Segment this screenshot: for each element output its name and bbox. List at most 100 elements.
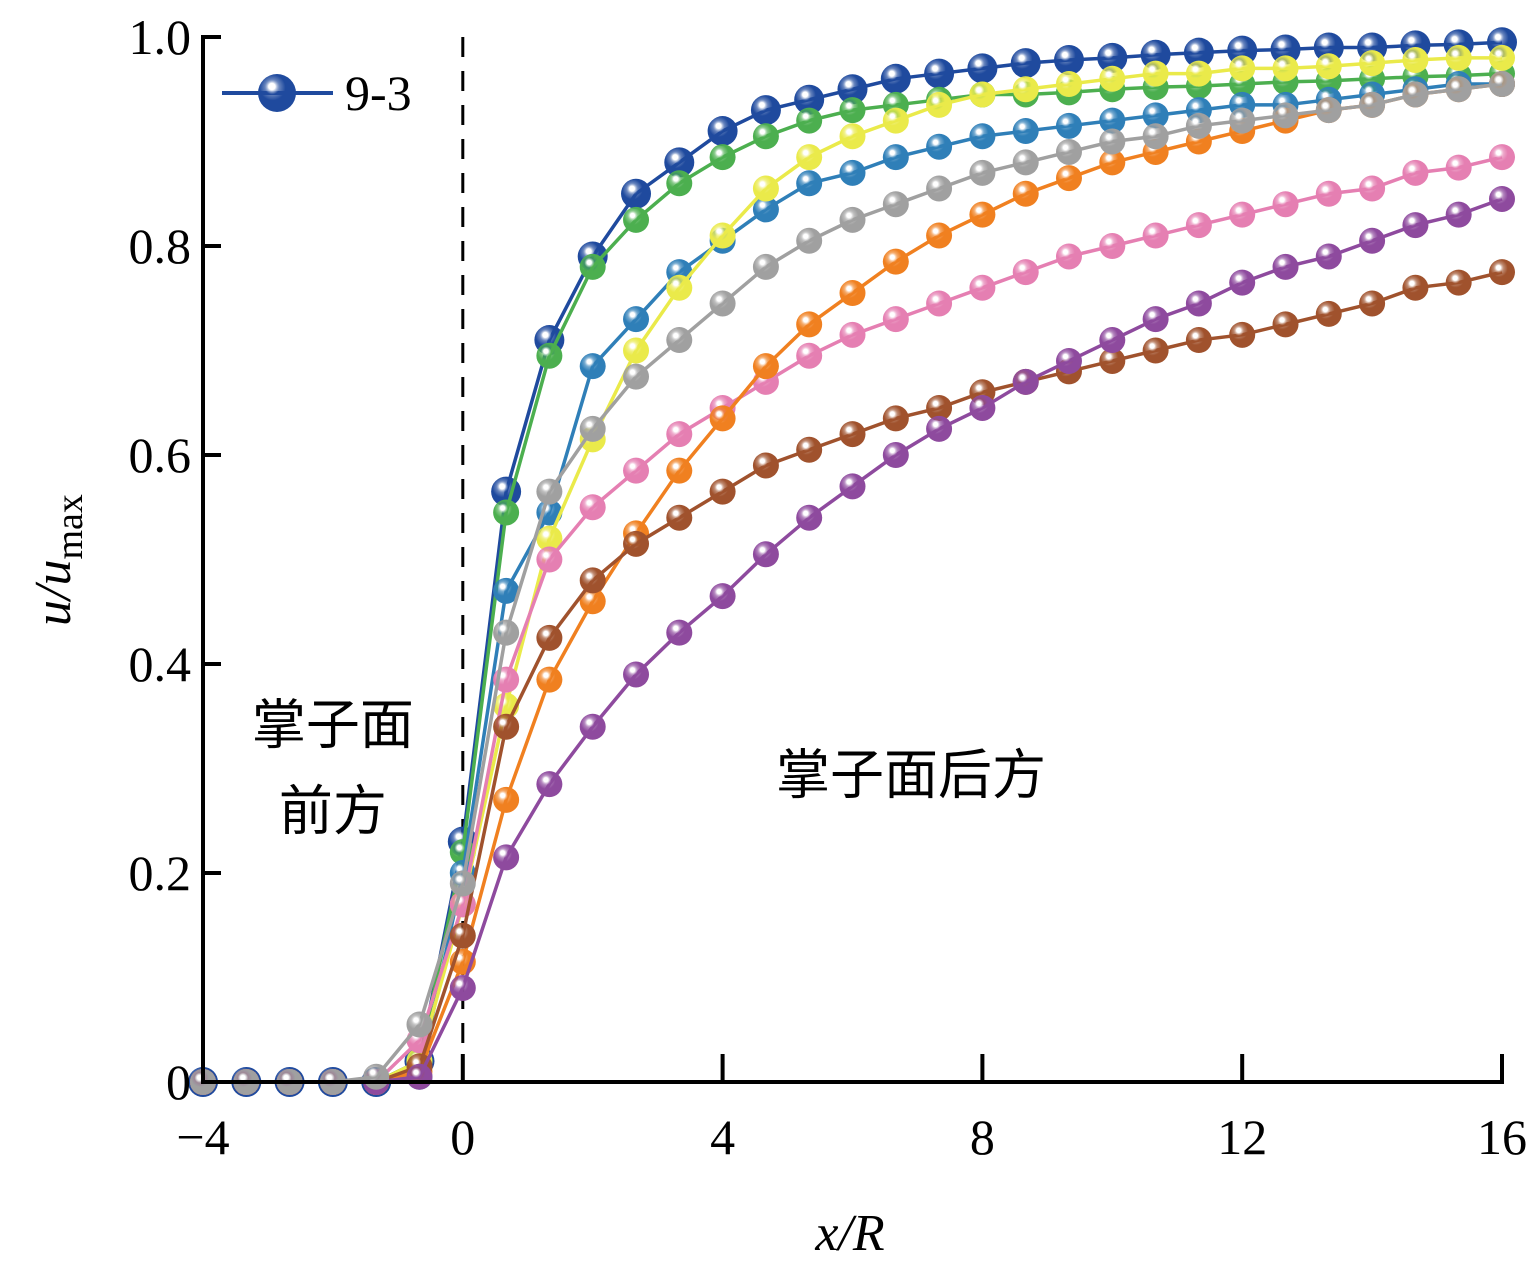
data-point [1315,300,1342,327]
data-point [880,63,911,94]
data-point [1272,311,1299,338]
data-point [1185,290,1212,317]
data-point [536,546,563,573]
data-point [882,144,909,171]
data-point [1053,44,1084,75]
x-tick-label: 12 [1217,1109,1267,1165]
data-point [1099,149,1126,176]
data-point [752,452,779,479]
data-point [666,327,693,354]
data-point [1402,46,1429,73]
data-point [1055,243,1082,270]
data-point [750,95,781,126]
data-point [1140,39,1171,70]
data-point [363,1063,390,1090]
axes [201,35,1504,1084]
legend-marker [258,74,296,112]
series-line [203,82,1502,1084]
data-point [839,280,866,307]
data-point [449,870,476,897]
data-point [536,342,563,369]
data-point [623,363,650,390]
series-line [203,82,1503,1084]
data-point [839,473,866,500]
data-point [926,222,953,249]
series-6 [190,259,1515,1095]
data-point [1142,337,1169,364]
data-point [1142,222,1169,249]
data-point [796,436,823,463]
data-point [752,541,779,568]
data-point [752,196,779,223]
annotation-0: 掌子面前方 [252,694,414,843]
data-point [926,91,953,118]
data-point [709,290,736,317]
data-point [1315,53,1342,80]
y-tick-label: 0.8 [129,218,192,274]
data-point [796,170,823,197]
data-point [536,499,563,526]
data-point [1270,34,1301,65]
data-point [1142,306,1169,333]
data-point [709,405,736,432]
series-line [203,82,1503,1084]
legend-label: 9-3 [345,65,412,121]
data-point [969,274,996,301]
y-tick-label: 0 [166,1054,191,1110]
data-point [1402,274,1429,301]
data-point [709,144,736,171]
data-point [1359,91,1386,118]
x-tick-label: 4 [710,1109,735,1165]
x-tick-label: 16 [1477,1109,1527,1165]
data-point [969,394,996,421]
data-point [796,144,823,171]
data-point [1142,123,1169,150]
data-point [1055,165,1082,192]
data-point [796,311,823,338]
data-point [752,253,779,280]
data-point [1185,112,1212,139]
data-point [536,666,563,693]
data-point [1315,243,1342,270]
data-point [666,504,693,531]
data-point [839,123,866,150]
data-point [579,415,606,442]
series-8 [190,71,1515,1095]
data-point [839,97,866,124]
data-point [1445,269,1472,296]
data-point [1229,321,1256,348]
annotation-1: 掌子面后方 [776,744,1046,807]
data-point [1012,368,1039,395]
data-point [707,116,738,147]
data-point [666,274,693,301]
data-point [449,922,476,949]
data-point [1229,55,1256,82]
data-point [839,159,866,186]
data-point [1055,347,1082,374]
data-point [1402,81,1429,108]
data-point [493,619,520,646]
data-point [926,394,953,421]
data-point [1229,269,1256,296]
legend: 9-3 [222,65,412,121]
data-point [449,974,476,1001]
data-point [1489,71,1515,98]
data-point [1183,37,1214,68]
data-point [1272,191,1299,218]
data-point [1055,112,1082,139]
data-point [1142,102,1169,129]
data-point [493,786,520,813]
y-tick-label: 0.6 [129,427,192,483]
data-point [969,123,996,150]
data-point [623,457,650,484]
data-point [839,206,866,233]
data-point [1012,180,1039,207]
data-point [493,713,520,740]
data-point [623,530,650,557]
data-point [666,457,693,484]
y-axis-label-main: u/u [25,559,82,625]
data-point [794,84,825,115]
data-point [796,504,823,531]
y-axis-label-sub: max [49,494,91,559]
data-point [623,337,650,364]
